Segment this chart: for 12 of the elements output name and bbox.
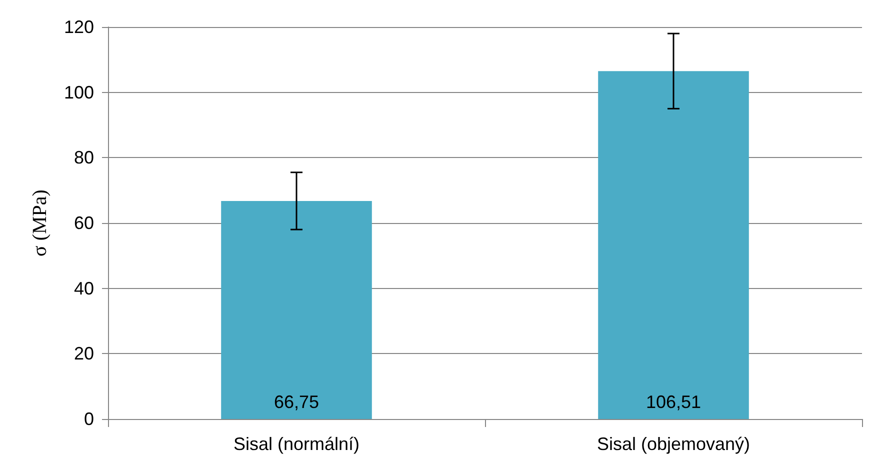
- y-tick-label: 40: [74, 278, 94, 298]
- y-tick-label: 80: [74, 148, 94, 168]
- y-tick-label: 0: [84, 409, 94, 429]
- y-tick-label: 120: [64, 17, 94, 37]
- data-label: 66,75: [274, 392, 320, 412]
- x-tick-label: Sisal (objemovaný): [596, 434, 750, 454]
- y-tick-label: 20: [74, 344, 94, 364]
- y-axis-title: σ (MPa): [29, 190, 51, 256]
- y-tick-label: 100: [64, 82, 94, 102]
- data-label: 106,51: [646, 392, 702, 412]
- y-tick-label: 60: [74, 213, 94, 233]
- x-tick-label: Sisal (normální): [233, 434, 360, 454]
